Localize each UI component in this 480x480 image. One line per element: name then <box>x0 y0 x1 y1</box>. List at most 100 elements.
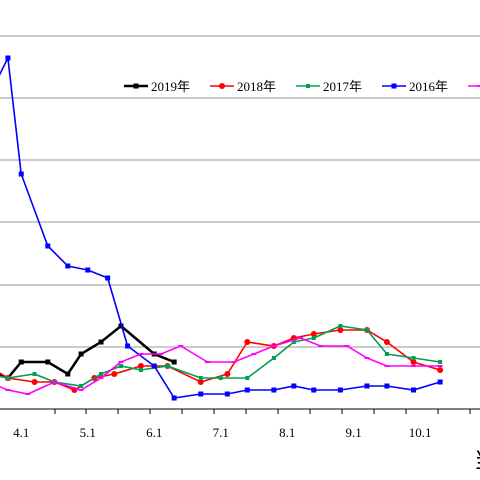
data-point <box>271 356 276 360</box>
data-point <box>383 339 390 345</box>
series-unlabeled <box>0 337 443 395</box>
data-point <box>224 371 231 377</box>
data-point <box>271 387 277 393</box>
data-point <box>138 368 143 372</box>
data-point <box>65 371 71 377</box>
x-tick-label: 8.1 <box>279 425 295 440</box>
data-point <box>198 391 204 397</box>
data-point <box>105 275 111 281</box>
data-point <box>78 351 84 357</box>
data-point <box>18 171 24 177</box>
legend-label: 2016年 <box>409 79 448 94</box>
data-point <box>65 263 71 269</box>
data-point <box>477 85 480 87</box>
data-point <box>79 384 84 388</box>
x-tick-label: 7.1 <box>213 425 229 440</box>
data-point <box>5 55 11 61</box>
data-point <box>411 365 417 367</box>
data-point <box>224 391 230 397</box>
data-point <box>391 83 397 89</box>
data-point <box>344 345 350 347</box>
data-point <box>384 352 389 356</box>
data-point <box>438 360 443 364</box>
legend-item: 2019年 <box>124 79 190 94</box>
data-point <box>291 340 296 344</box>
data-point <box>125 343 131 349</box>
data-point <box>138 353 144 355</box>
series-2017年 <box>0 324 443 388</box>
data-point <box>31 379 38 385</box>
series-2016年 <box>0 55 443 401</box>
data-point <box>317 345 323 347</box>
data-point <box>158 353 164 355</box>
legend-item: 2018年 <box>210 79 276 94</box>
data-point <box>5 376 10 380</box>
legend-label: 2017年 <box>323 79 362 94</box>
data-point <box>244 387 250 393</box>
data-point <box>310 331 317 337</box>
data-point <box>45 243 51 249</box>
legend-label: 2018年 <box>237 79 276 94</box>
data-point <box>410 359 417 365</box>
data-point <box>85 267 91 273</box>
legend-item: 2017年 <box>296 79 362 94</box>
legend-item <box>468 85 480 87</box>
data-point <box>198 376 203 380</box>
data-point <box>306 84 310 88</box>
data-point <box>99 372 104 376</box>
data-point <box>437 367 444 373</box>
data-point <box>51 381 57 383</box>
data-point <box>137 363 144 369</box>
data-point <box>337 327 344 333</box>
data-point <box>218 376 223 380</box>
data-point <box>98 339 104 345</box>
data-point <box>118 364 123 368</box>
series-group <box>0 55 444 401</box>
data-point <box>219 83 225 89</box>
gridlines <box>0 35 480 348</box>
data-point <box>411 387 417 393</box>
data-point <box>118 361 124 363</box>
data-point <box>311 336 316 340</box>
data-point <box>204 361 210 363</box>
data-point <box>311 387 317 393</box>
legend-item: 2016年 <box>382 79 448 94</box>
data-point <box>78 389 84 391</box>
x-tick-label: 5.1 <box>80 425 96 440</box>
data-point <box>291 383 297 389</box>
data-point <box>411 356 416 360</box>
data-point <box>338 324 343 328</box>
data-point <box>231 361 237 363</box>
data-point <box>437 365 443 367</box>
data-point <box>25 393 31 395</box>
legend-label: 2019年 <box>151 79 190 94</box>
data-point <box>337 387 343 393</box>
data-point <box>384 365 390 367</box>
data-point <box>18 359 24 365</box>
data-point <box>32 372 37 376</box>
data-point <box>171 395 177 401</box>
x-tick-label: 10.1 <box>409 425 432 440</box>
data-point <box>5 389 11 391</box>
x-tick-label: 4.1 <box>13 425 29 440</box>
series-2019年 <box>0 323 177 381</box>
x-tick-label: 6.1 <box>146 425 162 440</box>
data-point <box>165 364 170 368</box>
x-tick-label: 9.1 <box>346 425 362 440</box>
data-point <box>271 345 277 347</box>
data-point <box>251 353 257 355</box>
data-point <box>364 328 369 332</box>
data-point <box>98 377 104 379</box>
data-point <box>45 359 51 365</box>
data-point <box>178 345 184 347</box>
x-axis-label-partial: 当 <box>474 448 480 473</box>
data-point <box>364 357 370 359</box>
data-point <box>133 83 139 89</box>
data-point <box>297 337 303 339</box>
data-point <box>171 359 177 365</box>
x-axis: 4.1 5.1 6.1 7.1 8.1 9.1 10.1 <box>0 408 480 440</box>
data-point <box>197 379 204 385</box>
data-point <box>111 371 118 377</box>
legend: 2019年 2018年 2017年 2016年 <box>124 79 480 94</box>
